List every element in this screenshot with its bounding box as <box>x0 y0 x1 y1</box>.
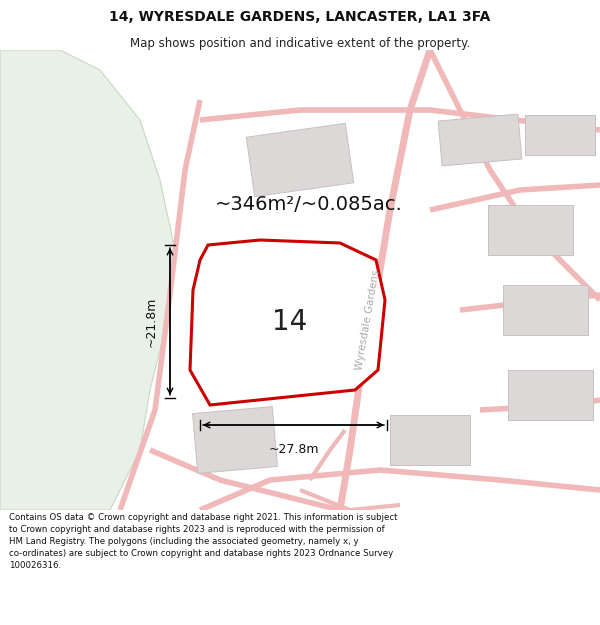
Bar <box>487 205 572 255</box>
Bar <box>193 407 277 473</box>
Text: ~27.8m: ~27.8m <box>268 443 319 456</box>
Bar <box>503 285 587 335</box>
Bar <box>227 256 343 384</box>
Text: ~346m²/~0.085ac.: ~346m²/~0.085ac. <box>215 196 403 214</box>
Bar <box>438 114 522 166</box>
Text: Contains OS data © Crown copyright and database right 2021. This information is : Contains OS data © Crown copyright and d… <box>9 514 398 569</box>
Polygon shape <box>0 50 175 510</box>
Text: ~21.8m: ~21.8m <box>145 296 158 347</box>
Text: 14: 14 <box>272 308 308 336</box>
Text: Map shows position and indicative extent of the property.: Map shows position and indicative extent… <box>130 38 470 51</box>
Polygon shape <box>190 240 385 405</box>
Bar <box>390 415 470 465</box>
Text: 14, WYRESDALE GARDENS, LANCASTER, LA1 3FA: 14, WYRESDALE GARDENS, LANCASTER, LA1 3F… <box>109 10 491 24</box>
Bar <box>525 115 595 155</box>
Text: Wyresdale Gardens: Wyresdale Gardens <box>354 269 382 371</box>
Bar <box>247 123 353 197</box>
Bar <box>508 370 593 420</box>
